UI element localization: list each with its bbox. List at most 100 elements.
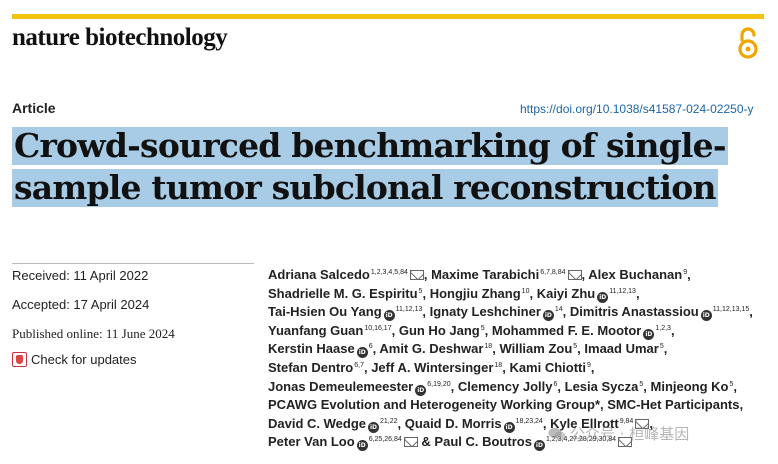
affiliation-superscript: 18	[494, 361, 503, 369]
author-name[interactable]: Ignaty Leshchiner	[429, 304, 541, 320]
article-type: Article	[12, 100, 56, 116]
author-line: PCAWG Evolution and Heterogeneity Workin…	[268, 396, 773, 415]
wechat-icon	[548, 427, 566, 440]
author-name[interactable]: Clemency Jolly	[457, 378, 553, 394]
author-name[interactable]: William Zou	[499, 341, 573, 357]
author-name[interactable]: Imaad Umar	[584, 341, 659, 357]
author-line: Shadrielle M. G. Espiritu5, Hongjiu Zhan…	[268, 285, 773, 304]
journal-logo[interactable]: nature biotechnology	[12, 24, 228, 51]
author-line: Adriana Salcedo1,2,3,4,5,84, Maxime Tara…	[268, 266, 773, 285]
author-name[interactable]: Peter Van Loo	[268, 434, 355, 450]
orcid-icon[interactable]: iD	[700, 310, 712, 322]
author-separator: ,	[422, 304, 430, 320]
affiliation-superscript: 1,2,3,4,5,84	[370, 269, 408, 276]
author-name[interactable]: PCAWG Evolution and Heterogeneity Workin…	[268, 397, 601, 413]
author-separator: ,	[670, 322, 675, 338]
author-name[interactable]: Dimitris Anastassiou	[569, 304, 699, 320]
author-separator: ,	[600, 397, 608, 413]
title-line-1: Crowd-sourced benchmarking of single-	[12, 126, 728, 165]
author-name[interactable]: Stefan Dentro	[268, 359, 354, 375]
author-name[interactable]: Minjeong Ko	[650, 378, 729, 394]
affiliation-superscript: 5	[659, 343, 664, 351]
author-separator: ,	[492, 341, 500, 357]
affiliation-superscript: 9	[683, 269, 688, 276]
affiliation-superscript: 6,19,20	[427, 380, 451, 388]
author-name[interactable]: David C. Wedge	[268, 415, 367, 431]
author-name[interactable]: Alex Buchanan	[588, 267, 683, 282]
affiliation-superscript: 5	[573, 343, 578, 351]
email-icon[interactable]	[567, 270, 582, 280]
author-name[interactable]: Yuanfang Guan	[268, 322, 364, 338]
email-icon[interactable]	[403, 437, 418, 448]
author-separator: &	[417, 434, 435, 450]
author-separator: ,	[363, 359, 372, 375]
author-separator: ,	[502, 359, 510, 375]
author-name[interactable]: Kaiyi Zhu	[536, 285, 596, 301]
orcid-icon[interactable]: iD	[542, 310, 554, 322]
email-icon[interactable]	[618, 437, 632, 448]
received-date: Received: 11 April 2022	[12, 268, 149, 283]
email-icon[interactable]	[409, 270, 424, 280]
author-separator: ,	[450, 378, 458, 394]
watermark-text: 公众号 · 桓峰基因	[570, 425, 690, 443]
author-name[interactable]: Shadrielle M. G. Espiritu	[268, 285, 418, 301]
author-separator: ,	[391, 322, 399, 338]
author-separator: ,	[484, 322, 492, 338]
check-updates-label: Check for updates	[31, 352, 137, 367]
orcid-icon[interactable]: iD	[643, 328, 655, 340]
author-line: Peter Van Loo iD6,25,26,84 & Paul C. Bout…	[268, 433, 773, 452]
published-date: Published online: 11 June 2024	[12, 326, 175, 341]
affiliation-superscript: 9,84	[619, 417, 634, 425]
affiliation-superscript: 6,25,26,84	[368, 436, 402, 444]
author-line: Jonas Demeulemeester iD6,19,20, Clemency …	[268, 378, 773, 397]
affiliation-superscript: 6	[368, 343, 373, 351]
orcid-icon[interactable]: iD	[415, 384, 427, 396]
author-name[interactable]: Hongjiu Zhang	[429, 285, 521, 301]
orcid-icon[interactable]: iD	[533, 440, 545, 452]
orcid-icon[interactable]: iD	[356, 440, 368, 452]
author-separator: ,	[733, 378, 738, 394]
author-separator: ,	[562, 304, 570, 320]
affiliation-superscript: 5	[480, 324, 485, 332]
orcid-icon[interactable]: iD	[356, 347, 368, 359]
journal-accent-bar	[12, 14, 764, 19]
author-line: Stefan Dentro6,7, Jeff A. Wintersinger18…	[268, 359, 773, 378]
author-separator: ,	[372, 341, 380, 357]
author-name[interactable]: Lesia Sycza	[564, 378, 639, 394]
author-separator: ,	[649, 415, 653, 431]
title-line-2: sample tumor subclonal reconstruction	[12, 168, 718, 207]
author-name[interactable]: Jeff A. Wintersinger	[371, 359, 494, 375]
author-name[interactable]: Adriana Salcedo	[268, 267, 370, 282]
author-separator: ,	[590, 359, 595, 375]
affiliation-superscript: 11,12,13	[395, 306, 423, 314]
doi-link[interactable]: https://doi.org/10.1038/s41587-024-02250…	[520, 102, 754, 116]
author-name[interactable]: Kerstin Haase	[268, 341, 355, 357]
author-line: Yuanfang Guan10,16,17, Gun Ho Jang5, Moh…	[268, 322, 773, 341]
author-name[interactable]: Quaid D. Morris	[404, 415, 502, 431]
author-name[interactable]: Kyle Ellrott	[550, 415, 619, 431]
author-name[interactable]: Jonas Demeulemeester	[268, 378, 414, 394]
affiliation-superscript: 5	[639, 380, 644, 388]
author-line: Tai-Hsien Ou Yang iD11,12,13, Ignaty Lesh…	[268, 303, 773, 322]
author-name[interactable]: Mohammed F. E. Mootor	[491, 322, 642, 338]
author-list: Adriana Salcedo1,2,3,4,5,84, Maxime Tara…	[268, 266, 773, 452]
orcid-icon[interactable]: iD	[597, 291, 609, 303]
author-name[interactable]: SMC-Het Participants	[607, 397, 740, 413]
author-name[interactable]: Maxime Tarabichi	[431, 267, 540, 282]
author-name[interactable]: Kami Chiotti	[509, 359, 586, 375]
orcid-icon[interactable]: iD	[368, 421, 380, 433]
email-icon[interactable]	[635, 418, 650, 429]
author-name[interactable]: Amit G. Deshwar	[379, 341, 484, 357]
author-separator: ,	[542, 415, 551, 431]
author-name[interactable]: Tai-Hsien Ou Yang	[268, 304, 382, 320]
author-separator: ,	[423, 267, 432, 282]
check-for-updates-button[interactable]: Check for updates	[12, 352, 137, 367]
affiliation-superscript: 1,2,3,4,27,28,29,30,84	[545, 436, 616, 444]
check-updates-icon	[12, 352, 27, 367]
author-name[interactable]: Gun Ho Jang	[398, 322, 480, 338]
affiliation-superscript: 18	[484, 343, 493, 351]
author-separator: ,	[643, 378, 651, 394]
orcid-icon[interactable]: iD	[383, 310, 395, 322]
orcid-icon[interactable]: iD	[503, 421, 515, 433]
author-name[interactable]: Paul C. Boutros	[434, 434, 532, 450]
